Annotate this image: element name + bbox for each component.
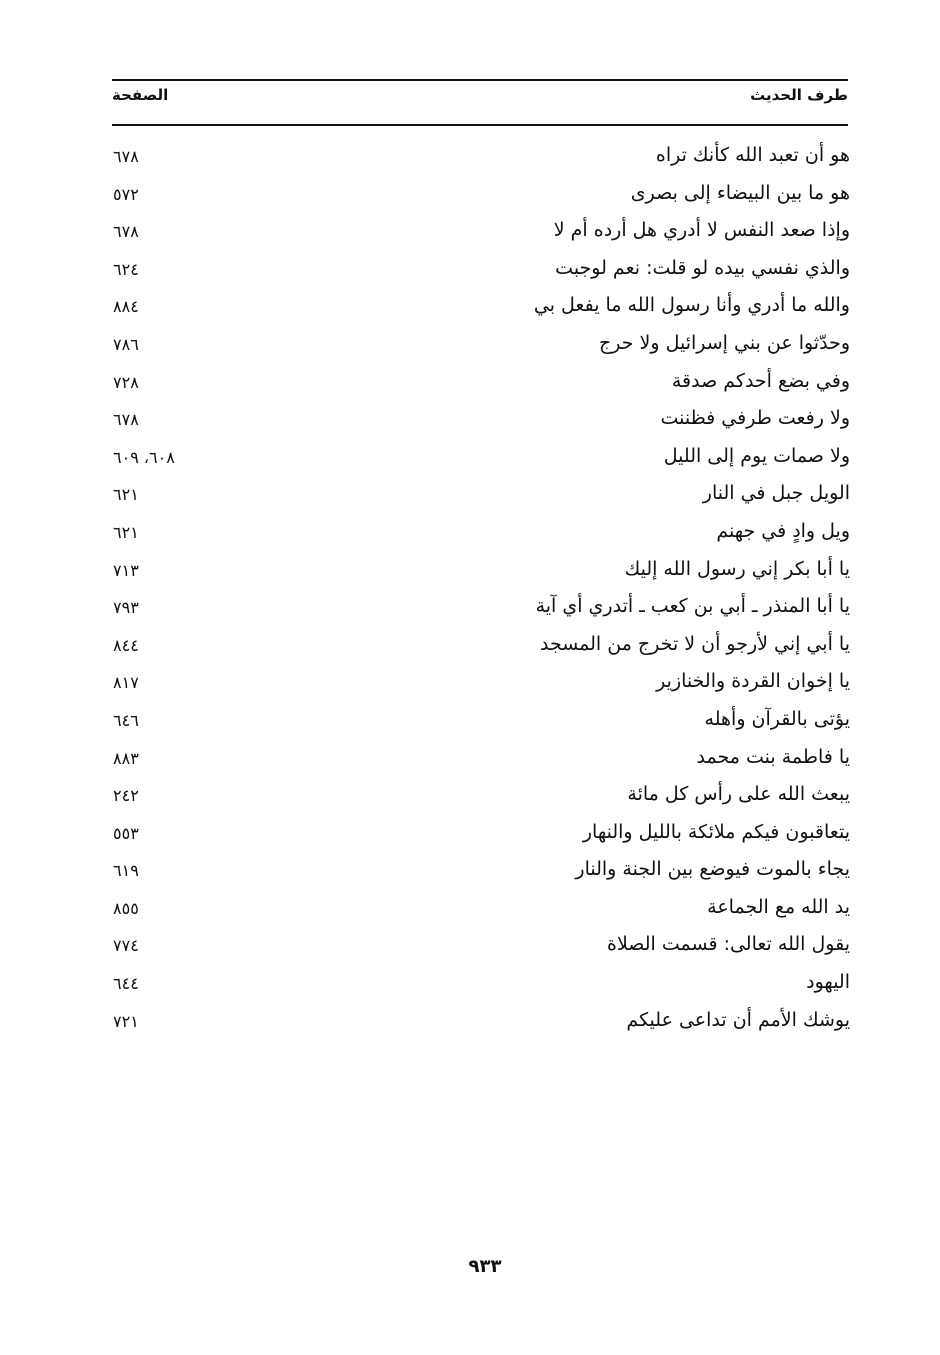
page-reference: ٨٨٣: [113, 748, 139, 768]
page-reference: ٨٤٤: [113, 635, 139, 655]
index-row: هو أن تعبد الله كأنك تراه ٦٧٨: [112, 138, 850, 176]
header-rule: [112, 124, 848, 126]
page-reference: ٧٢٨: [113, 372, 139, 392]
hadith-text: يؤتى بالقرآن وأهله: [704, 707, 850, 730]
page-reference: ٨٥٥: [113, 898, 139, 918]
page-reference: ٦٤٤: [113, 974, 139, 994]
page-reference: ٦٢١: [113, 522, 139, 542]
page-reference: ٦٧٨: [113, 147, 139, 166]
hadith-text: يا فاطمة بنت محمد: [696, 745, 850, 768]
hadith-text: يجاء بالموت فيوضع بين الجنة والنار: [575, 858, 850, 881]
index-row: يتعاقبون فيكم ملائكة بالليل والنهار ٥٥٣: [112, 815, 850, 853]
index-row: يا إخوان القردة والخنازير ٨١٧: [112, 664, 850, 702]
hadith-text: وإذا صعد النفس لا أدري هل أرده أم لا: [553, 219, 850, 242]
index-row: يجاء بالموت فيوضع بين الجنة والنار ٦١٩: [112, 852, 850, 890]
hadith-text: ولا رفعت طرفي فظننت: [660, 407, 850, 430]
page-reference: ٦٧٨: [113, 410, 139, 430]
hadith-text: اليهود: [806, 971, 850, 994]
hadith-text: يد الله مع الجماعة: [707, 895, 850, 918]
page-reference: ٧١٣: [113, 560, 139, 580]
hadith-text: يقول الله تعالى: قسمت الصلاة: [606, 933, 850, 956]
hadith-text: يتعاقبون فيكم ملائكة بالليل والنهار: [582, 820, 850, 843]
hadith-text: ويل وادٍ في جهنم: [716, 519, 850, 542]
hadith-text: هو ما بين البيضاء إلى بصرى: [630, 181, 850, 204]
index-row: ويل وادٍ في جهنم ٦٢١: [112, 514, 850, 552]
hadith-text: يا أبا المنذر ـ أبي بن كعب ـ أتدري أي آي…: [535, 595, 850, 618]
page-reference: ٥٥٣: [113, 823, 139, 843]
index-row: يؤتى بالقرآن وأهله ٦٤٦: [112, 702, 850, 740]
page-reference: ٧٩٣: [113, 598, 139, 618]
page-reference: ٨١٧: [113, 673, 139, 693]
page-reference: ٨٨٤: [113, 297, 139, 317]
top-rule: [112, 79, 848, 81]
index-row: يقول الله تعالى: قسمت الصلاة ٧٧٤: [112, 927, 850, 965]
hadith-text: يوشك الأمم أن تداعى عليكم: [626, 1008, 850, 1031]
index-row: يا فاطمة بنت محمد ٨٨٣: [112, 740, 850, 778]
hadith-text: والذي نفسي بيده لو قلت: نعم لوجبت: [555, 256, 850, 279]
index-row: والله ما أدري وأنا رسول الله ما يفعل بي ٨…: [112, 288, 850, 326]
hadith-text: وحدّثوا عن بني إسرائيل ولا حرج: [598, 331, 850, 354]
index-row: وإذا صعد النفس لا أدري هل أرده أم لا ٦٧٨: [112, 213, 850, 251]
hadith-text: يا أبي إني لأرجو أن لا تخرج من المسجد: [539, 632, 850, 655]
index-row: وفي بضع أحدكم صدقة ٧٢٨: [112, 364, 850, 402]
index-row: يا أبا بكر إني رسول الله إليك ٧١٣: [112, 552, 850, 590]
page-number: ٩٣٣: [468, 1256, 502, 1277]
page-reference: ٥٧٢: [113, 184, 139, 204]
page-reference: ٢٤٢: [113, 786, 139, 806]
index-row: يوشك الأمم أن تداعى عليكم ٧٢١: [112, 1003, 850, 1041]
page-reference: ٧٧٤: [113, 936, 139, 956]
page-reference: ٧٢١: [113, 1011, 139, 1031]
index-row: يبعث الله على رأس كل مائة ٢٤٢: [112, 777, 850, 815]
index-row: ولا رفعت طرفي فظننت ٦٧٨: [112, 401, 850, 439]
hadith-text: يبعث الله على رأس كل مائة: [627, 783, 850, 806]
index-row: يد الله مع الجماعة ٨٥٥: [112, 890, 850, 928]
column-header-hadith: طرف الحديث: [750, 86, 848, 104]
hadith-text: الويل جبل في النار: [702, 482, 850, 505]
page-reference: ٦٤٦: [113, 710, 139, 730]
index-row: يا أبا المنذر ـ أبي بن كعب ـ أتدري أي آي…: [112, 589, 850, 627]
index-row: ولا صمات يوم إلى الليل ٦٠٨، ٦٠٩: [112, 439, 850, 477]
index-row: اليهود ٦٤٤: [112, 965, 850, 1003]
page-reference: ٦٢٤: [113, 259, 139, 279]
hadith-text: ولا صمات يوم إلى الليل: [663, 444, 850, 467]
index-row: يا أبي إني لأرجو أن لا تخرج من المسجد ٨٤٤: [112, 627, 850, 665]
page-reference: ٧٨٦: [113, 334, 139, 354]
index-row: وحدّثوا عن بني إسرائيل ولا حرج ٧٨٦: [112, 326, 850, 364]
index-list: هو أن تعبد الله كأنك تراه ٦٧٨ هو ما بين ال…: [112, 138, 850, 1040]
page-reference: ٦٠٨، ٦٠٩: [113, 447, 175, 467]
hadith-text: والله ما أدري وأنا رسول الله ما يفعل بي: [533, 294, 850, 317]
page-reference: ٦٢١: [113, 485, 139, 505]
hadith-text: وفي بضع أحدكم صدقة: [671, 369, 850, 392]
hadith-text: يا إخوان القردة والخنازير: [656, 670, 850, 693]
index-row: هو ما بين البيضاء إلى بصرى ٥٧٢: [112, 176, 850, 214]
hadith-text: يا أبا بكر إني رسول الله إليك: [624, 557, 850, 580]
hadith-text: هو أن تعبد الله كأنك تراه: [655, 144, 850, 166]
index-row: والذي نفسي بيده لو قلت: نعم لوجبت ٦٢٤: [112, 251, 850, 289]
column-header-page: الصفحة: [112, 86, 169, 104]
index-row: الويل جبل في النار ٦٢١: [112, 476, 850, 514]
page-reference: ٦٧٨: [113, 222, 139, 242]
page-reference: ٦١٩: [113, 861, 139, 881]
